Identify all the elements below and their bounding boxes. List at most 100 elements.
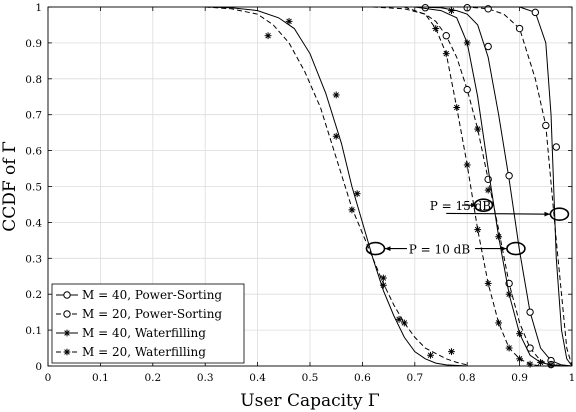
y-tick-label: 0.5	[25, 182, 42, 194]
circle-marker	[63, 291, 71, 299]
legend-label: M = 40, Waterfilling	[82, 326, 206, 340]
legend-label: M = 40, Power-Sorting	[82, 288, 222, 302]
star-marker	[379, 281, 387, 289]
circle-marker	[63, 310, 71, 318]
y-tick-label: 0.1	[25, 325, 42, 337]
y-tick-label: 0.9	[25, 38, 42, 50]
star-marker	[332, 132, 340, 140]
series-line	[467, 6, 573, 367]
circle-marker	[526, 308, 534, 316]
series-line	[372, 6, 573, 367]
star-marker	[353, 190, 361, 198]
legend-entry: M = 40, Power-Sorting	[56, 288, 222, 302]
y-tick-label: 0.7	[25, 110, 42, 122]
y-tick-label: 0.8	[25, 74, 42, 86]
star-marker	[474, 125, 482, 133]
circle-marker	[552, 143, 560, 151]
highlight-ellipse	[365, 241, 386, 256]
series-line	[205, 6, 468, 367]
tick-layer: 0 0.1 0.2 0.3 0.4 0.5 0.6 0.7 0.8 0.9 1 0 0.1 0.2 0.3 0…	[25, 2, 575, 384]
arrow-head	[544, 211, 550, 217]
star-marker	[448, 7, 455, 14]
x-tick-label: 0.4	[249, 372, 266, 384]
x-tick-label: 0.5	[302, 372, 319, 384]
x-tick-label: 0.6	[354, 372, 371, 384]
star-marker	[264, 32, 272, 40]
star-marker	[547, 361, 555, 369]
y-tick-label: 0	[35, 361, 42, 373]
star-marker	[516, 330, 523, 338]
y-tick-label: 0.2	[25, 289, 42, 301]
x-tick-label: 0.7	[406, 372, 423, 384]
star-marker	[400, 319, 408, 327]
star-marker	[463, 161, 471, 169]
star-marker	[348, 206, 356, 214]
circle-marker	[515, 24, 524, 33]
star-marker	[432, 25, 440, 32]
x-tick-label: 1	[569, 372, 576, 384]
legend-label: M = 20, Waterfilling	[82, 345, 206, 359]
arrow-head	[384, 246, 391, 251]
series-6	[205, 6, 468, 367]
series-2	[414, 4, 573, 367]
series-1	[441, 5, 573, 367]
series-5	[404, 6, 572, 368]
arrow-head	[471, 202, 477, 208]
annotation-arrow	[446, 212, 550, 215]
arrow-head	[500, 246, 507, 251]
legend-entry: M = 20, Waterfilling	[56, 345, 206, 359]
x-tick-label: 0	[45, 372, 52, 384]
x-tick-label: 0.8	[459, 372, 476, 384]
y-axis-label: CCDF of Γ	[0, 141, 20, 232]
y-tick-label: 1	[35, 2, 42, 14]
x-tick-label: 0.1	[92, 372, 109, 384]
star-marker	[495, 319, 503, 327]
y-tick-label: 0.6	[25, 146, 42, 158]
legend-box	[51, 283, 245, 364]
star-marker	[63, 348, 71, 356]
star-marker	[526, 360, 534, 368]
star-marker	[442, 50, 450, 58]
star-marker	[285, 17, 293, 25]
legend-entry: M = 40, Waterfilling	[56, 326, 206, 340]
star-marker	[537, 359, 544, 366]
legend: M = 40, Power-Sorting M = 20, Power-Sorti…	[51, 283, 245, 364]
star-marker	[395, 315, 403, 323]
star-marker	[379, 274, 387, 282]
highlight-ellipse	[549, 207, 570, 221]
x-tick-label: 0.3	[197, 372, 214, 384]
star-marker	[453, 104, 461, 111]
series-line	[404, 6, 572, 367]
star-marker	[484, 186, 492, 194]
star-marker	[505, 290, 513, 298]
y-tick-label: 0.3	[25, 253, 42, 265]
circle-marker	[463, 85, 471, 94]
y-tick-label: 0.4	[25, 217, 42, 229]
star-marker	[484, 280, 492, 287]
star-marker	[495, 233, 503, 241]
circle-marker	[531, 8, 540, 17]
series-line	[205, 6, 468, 366]
circle-marker	[442, 32, 450, 40]
x-tick-label: 0.9	[511, 372, 528, 384]
legend-entry: M = 20, Power-Sorting	[56, 307, 222, 321]
star-marker	[332, 91, 340, 99]
annotation-layer: P = 15 dBP = 10 dB	[365, 198, 570, 256]
x-axis-label: User Capacity Γ	[240, 391, 380, 411]
annotation-label: P = 10 dB	[409, 242, 471, 256]
circle-marker	[542, 121, 550, 130]
series-7	[205, 6, 468, 366]
series-0	[467, 6, 573, 367]
series-3	[372, 6, 573, 369]
circle-marker	[484, 42, 492, 51]
star-marker	[63, 329, 71, 337]
series-line	[441, 6, 573, 367]
highlight-ellipse	[506, 241, 526, 256]
series-4	[414, 6, 572, 369]
x-tick-label: 0.2	[144, 372, 161, 384]
star-marker	[516, 355, 523, 363]
star-marker	[427, 351, 434, 359]
circle-marker	[505, 172, 513, 180]
star-marker	[463, 39, 471, 47]
